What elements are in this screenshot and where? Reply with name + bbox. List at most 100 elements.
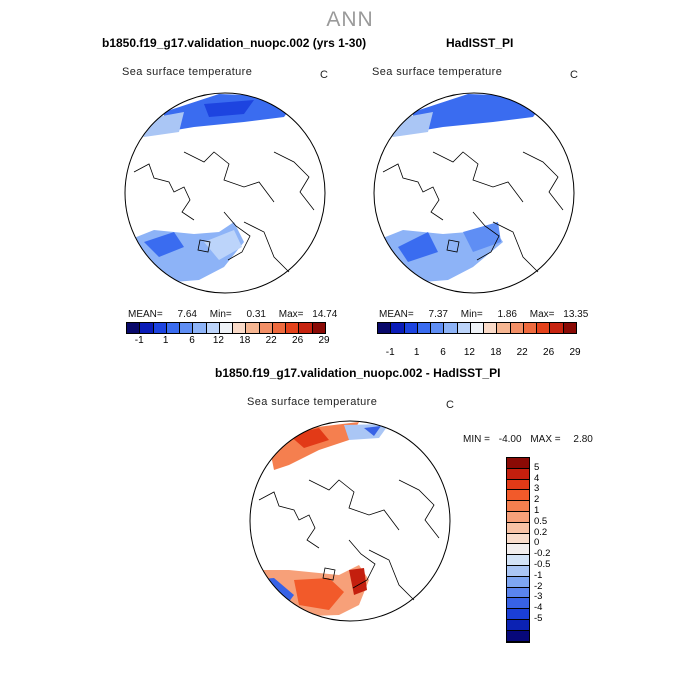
diff-panel-title: b1850.f19_g17.validation_nuopc.002 - Had… bbox=[215, 366, 501, 380]
panel-2-colorbar-swatch bbox=[378, 323, 392, 333]
diff-panel-unit: C bbox=[446, 399, 454, 411]
panel-1-colorbar-swatch bbox=[312, 323, 325, 333]
panel-2-colorbar-swatch bbox=[523, 323, 538, 333]
diff-colorbar-swatch bbox=[507, 587, 529, 599]
panel-2-min-value: 1.86 bbox=[497, 309, 517, 320]
diff-max-value: 2.80 bbox=[573, 434, 593, 445]
panel-2-colorbar-swatch bbox=[444, 323, 458, 333]
panel-2-colorbar-swatch bbox=[470, 323, 485, 333]
panel-1-colorbar-tick-label: 6 bbox=[189, 335, 195, 346]
panel-2-colorbar-swatch bbox=[484, 323, 498, 333]
panel-2-colorbar bbox=[377, 322, 577, 334]
panel-2-colorbar-ticks: -1 1 6 12 18 22 26 29 bbox=[377, 347, 581, 359]
diff-colorbar-label: -5 bbox=[534, 613, 543, 624]
panel-2-mean-label: MEAN= bbox=[379, 309, 414, 320]
diff-colorbar-swatch bbox=[507, 598, 529, 610]
panel-1-colorbar-tick-label: 22 bbox=[265, 335, 277, 346]
diff-colorbar-label: 0 bbox=[534, 537, 540, 549]
panel-1-colorbar-ticks: -1 1 6 12 18 22 26 29 bbox=[126, 335, 330, 347]
panel-1-colorbar-tick-label: 29 bbox=[318, 335, 330, 346]
diff-colorbar-swatch bbox=[507, 490, 529, 502]
panel-1-mean-value: 7.64 bbox=[177, 309, 197, 320]
panel-1-colorbar-swatch bbox=[233, 323, 247, 333]
panel-1-colorbar-tick-label: 12 bbox=[212, 335, 224, 346]
panel-1-map bbox=[124, 92, 326, 294]
panel-1-colorbar-tick-label: 1 bbox=[162, 335, 169, 346]
panel-2-mean-value: 7.37 bbox=[428, 309, 448, 320]
diff-colorbar-label: 1 bbox=[534, 505, 540, 516]
diff-colorbar-swatch bbox=[507, 458, 529, 469]
panel-2-colorbar-swatch bbox=[457, 323, 471, 333]
panel-1-colorbar-swatch bbox=[206, 323, 220, 333]
panel-1-title: b1850.f19_g17.validation_nuopc.002 (yrs … bbox=[102, 36, 367, 50]
panel-1-min-value: 0.31 bbox=[246, 309, 266, 320]
panel-1-colorbar-tick-label: 26 bbox=[292, 335, 304, 346]
panel-2-colorbar-swatch bbox=[497, 323, 511, 333]
panel-2-max-value: 13.35 bbox=[563, 309, 589, 320]
panel-1-colorbar-swatch bbox=[286, 323, 300, 333]
diff-colorbar-swatch bbox=[507, 522, 529, 534]
panel-2-colorbar-swatch bbox=[537, 323, 551, 333]
diff-colorbar-label: 4 bbox=[534, 472, 540, 484]
panel-2-unit: C bbox=[570, 69, 578, 81]
panel-2-colorbar-swatch bbox=[404, 323, 418, 333]
panel-1-max-value: 14.74 bbox=[312, 309, 338, 320]
panel-1-colorbar-swatch bbox=[153, 323, 167, 333]
diff-colorbar-swatch bbox=[507, 511, 529, 523]
panel-1-colorbar-swatch bbox=[259, 323, 273, 333]
panel-2-min-label: Min= bbox=[460, 309, 483, 320]
diff-colorbar-label: 3 bbox=[534, 483, 540, 495]
panel-1-max-label: Max= bbox=[278, 309, 304, 320]
panel-1-colorbar-tick-label: -1 bbox=[134, 335, 144, 346]
diff-colorbar-swatch bbox=[507, 533, 529, 545]
diff-colorbar-label: -2 bbox=[534, 580, 543, 592]
diff-min-value: -4.00 bbox=[498, 434, 522, 445]
diff-colorbar-label: 0.2 bbox=[534, 526, 548, 538]
panel-1-colorbar-tick-label: 18 bbox=[239, 335, 251, 346]
panel-2-colorbar-tick-label: 22 bbox=[516, 347, 528, 358]
panel-2-colorbar-tick-label: 6 bbox=[440, 347, 446, 358]
panel-2-colorbar-tick-label: 1 bbox=[413, 347, 420, 358]
panel-1-colorbar-swatch bbox=[127, 323, 141, 333]
panel-1-colorbar-swatch bbox=[166, 323, 181, 333]
panel-2-map bbox=[373, 92, 575, 294]
panel-1-stats: MEAN= 7.64 Min= 0.31 Max= 14.74 bbox=[128, 309, 337, 320]
panel-2-colorbar-swatch bbox=[510, 323, 524, 333]
panel-1-colorbar-swatch bbox=[180, 323, 194, 333]
panel-2-stats: MEAN= 7.37 Min= 1.86 Max= 13.35 bbox=[379, 309, 588, 320]
diff-max-label: MAX = bbox=[530, 434, 561, 445]
diff-min-label: MIN = bbox=[463, 434, 490, 445]
panel-2-field-label: Sea surface temperature bbox=[372, 66, 503, 78]
panel-1-unit: C bbox=[320, 69, 328, 81]
diff-colorbar-swatch bbox=[507, 468, 529, 480]
panel-2-colorbar-tick-label: 29 bbox=[569, 347, 581, 358]
panel-2-title: HadISST_PI bbox=[446, 36, 514, 50]
diff-panel-field-label: Sea surface temperature bbox=[247, 396, 378, 408]
panel-1-field-label: Sea surface temperature bbox=[122, 66, 253, 78]
panel-1-mean-label: MEAN= bbox=[128, 309, 163, 320]
diff-panel-map bbox=[249, 420, 451, 622]
panel-2-colorbar-tick-label: -1 bbox=[385, 347, 395, 358]
panel-2-colorbar-swatch bbox=[417, 323, 432, 333]
diff-colorbar-swatch bbox=[507, 555, 529, 566]
panel-2-max-label: Max= bbox=[529, 309, 555, 320]
diff-colorbar-label: 0.5 bbox=[534, 515, 548, 527]
diff-panel-stats: MIN = -4.00 MAX = 2.80 bbox=[463, 434, 593, 445]
panel-2-colorbar-swatch bbox=[391, 323, 405, 333]
panel-1-colorbar-swatch bbox=[272, 323, 287, 333]
diff-colorbar-swatch bbox=[507, 479, 529, 491]
panel-1-colorbar-swatch bbox=[246, 323, 260, 333]
diff-colorbar-swatch bbox=[507, 619, 529, 631]
panel-1-colorbar-swatch bbox=[193, 323, 207, 333]
diff-colorbar-label: -4 bbox=[534, 602, 543, 614]
panel-2-colorbar-swatch bbox=[550, 323, 564, 333]
panel-2-colorbar-swatch bbox=[563, 323, 576, 333]
diff-colorbar-swatch bbox=[507, 544, 529, 556]
diff-colorbar-label: -3 bbox=[534, 591, 543, 603]
diff-colorbar-swatch bbox=[507, 630, 529, 642]
panel-1-colorbar-swatch bbox=[140, 323, 154, 333]
diff-colorbar-label: -0.5 bbox=[534, 559, 551, 570]
diff-colorbar-swatch bbox=[507, 565, 529, 577]
panel-1-colorbar-swatch bbox=[219, 323, 234, 333]
main-title: ANN bbox=[326, 8, 374, 31]
